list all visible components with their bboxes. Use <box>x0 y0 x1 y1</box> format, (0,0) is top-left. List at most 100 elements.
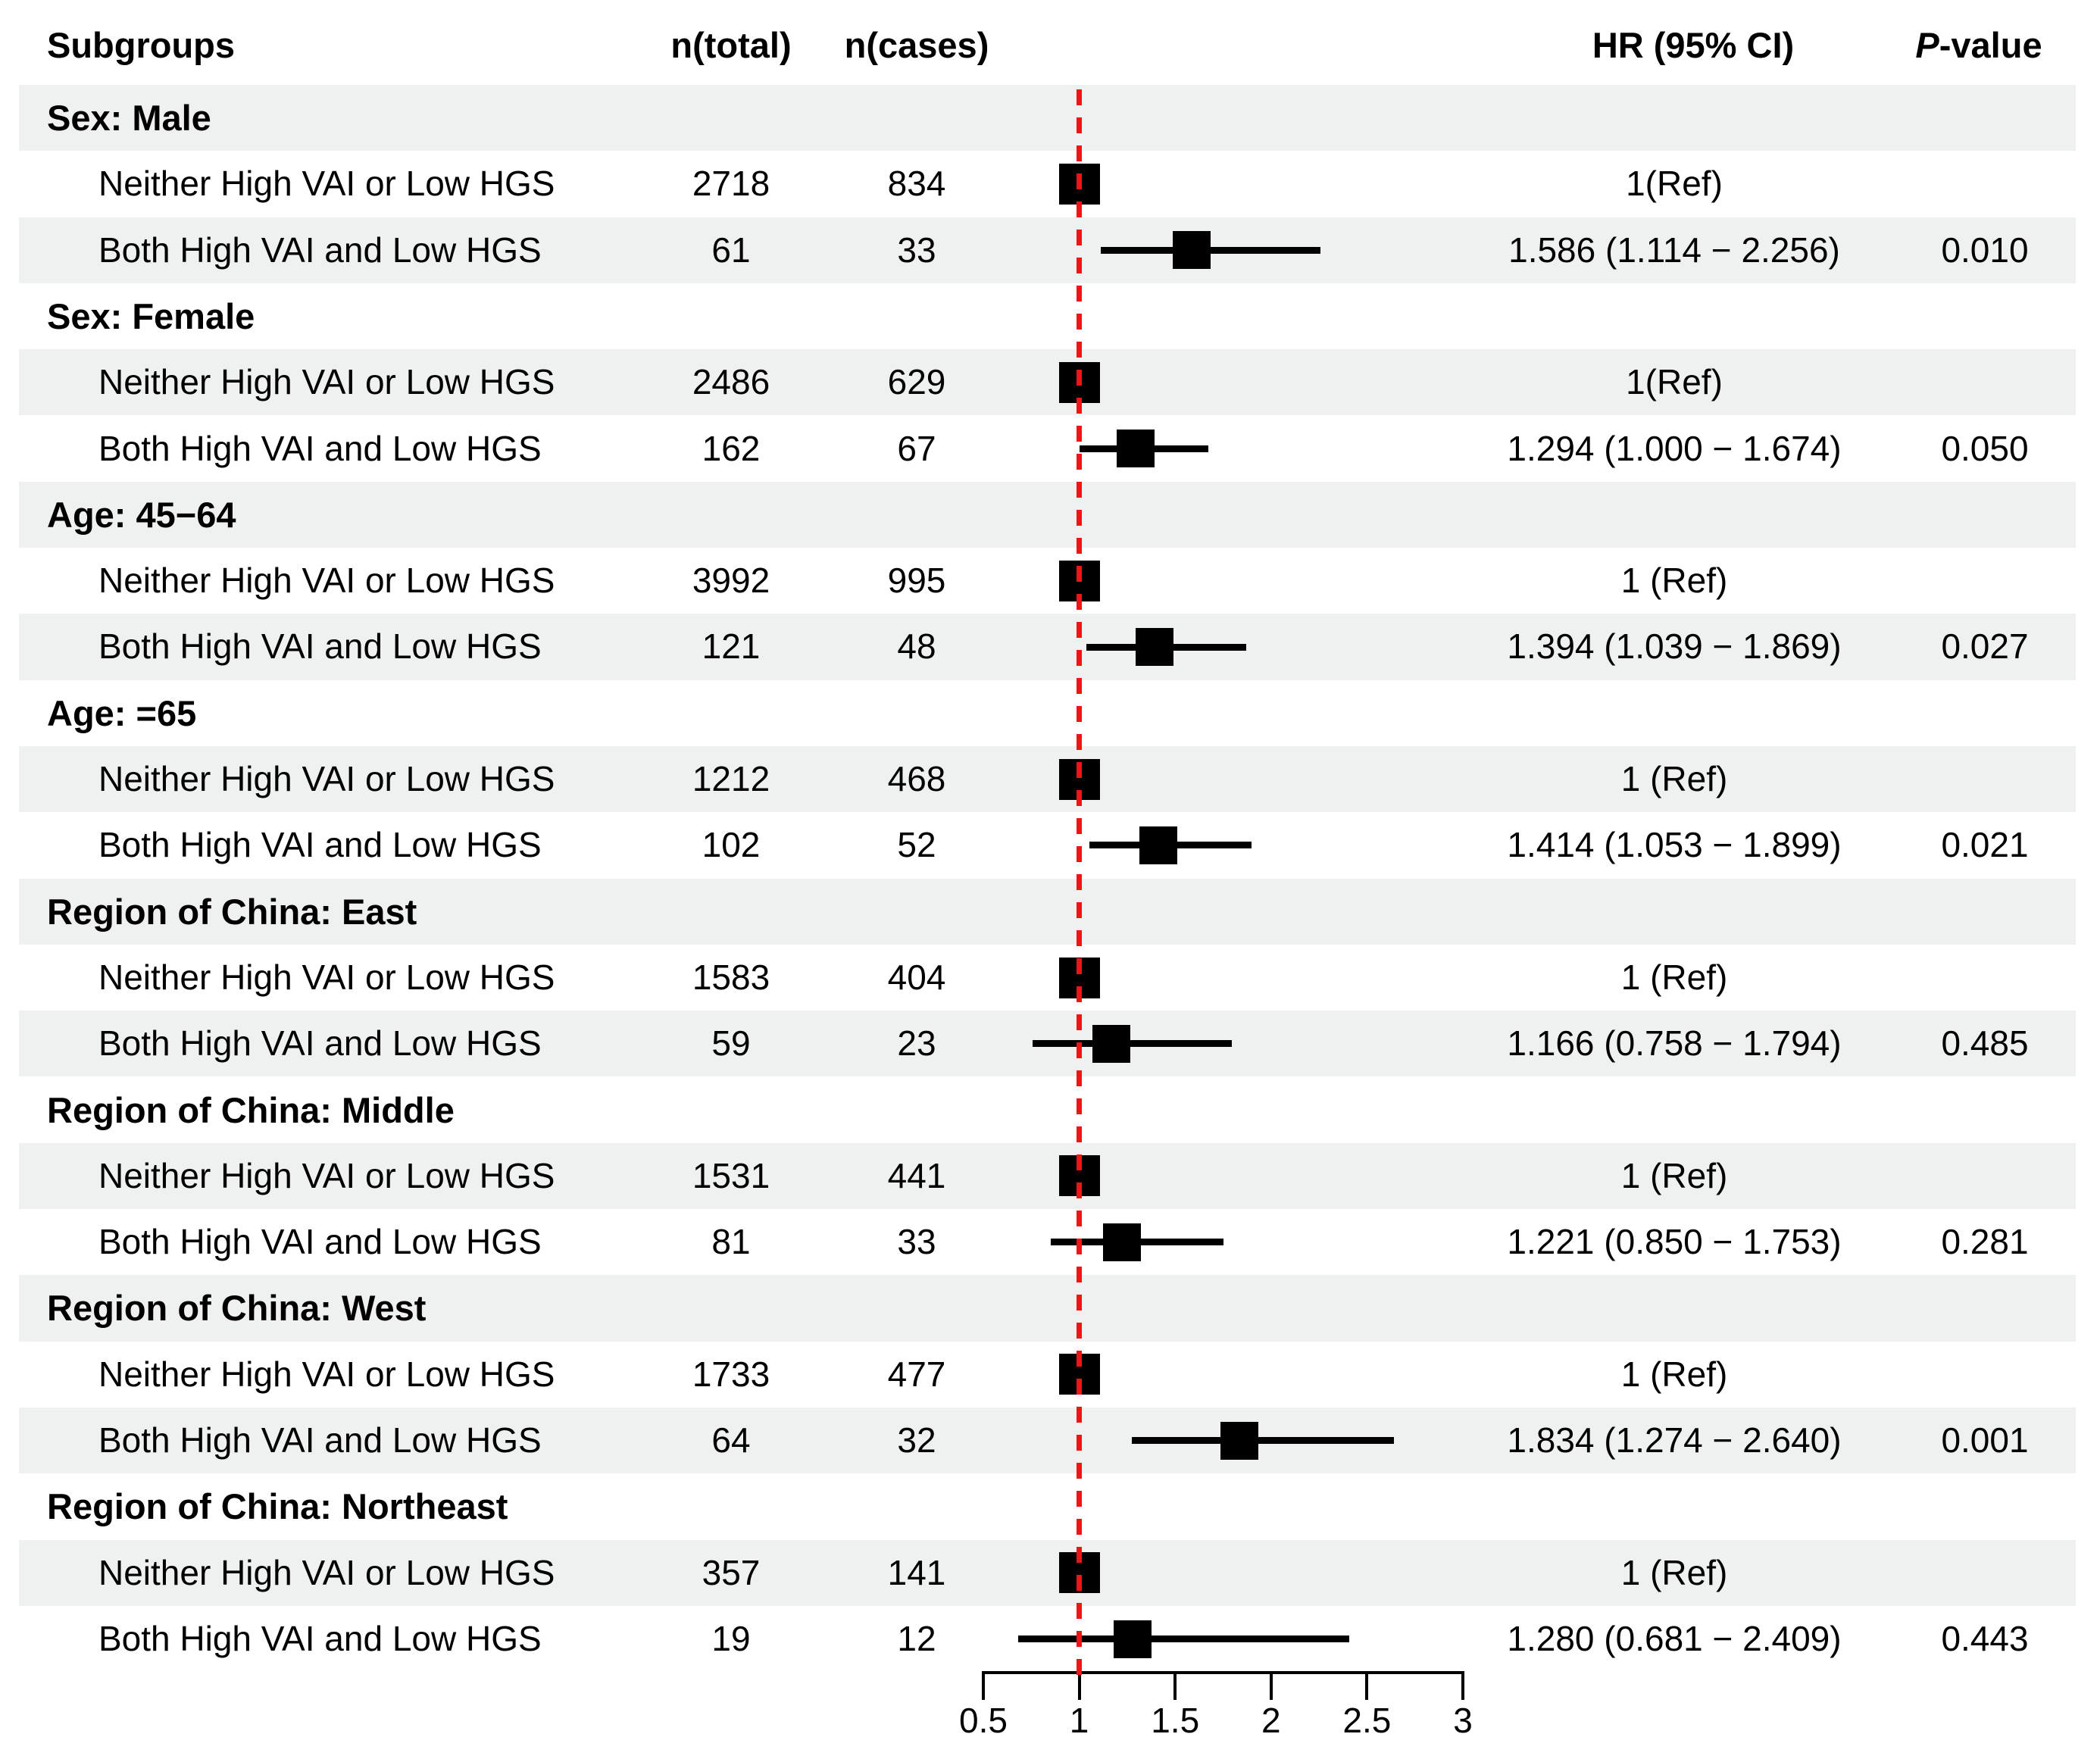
table-row: Neither High VAI or Low HGS 3992 995 1 (… <box>0 548 2100 614</box>
row-label: Both High VAI and Low HGS <box>98 428 542 468</box>
hr-marker-square <box>1136 628 1174 667</box>
row-band <box>19 217 2076 283</box>
row-band <box>19 614 2076 680</box>
row-band <box>19 878 2076 945</box>
row-label: Both High VAI and Low HGS <box>98 1420 542 1460</box>
row-label: Sex: Male <box>47 98 211 138</box>
table-row: Neither High VAI or Low HGS 2718 834 1(R… <box>0 151 2100 217</box>
table-row: Region of China: Northeast <box>0 1473 2100 1539</box>
row-label: Sex: Female <box>47 295 255 336</box>
ci-whisker <box>1033 1040 1232 1048</box>
x-axis-line <box>983 1671 1463 1674</box>
row-band <box>19 481 2076 548</box>
table-row: Both High VAI and Low HGS 81 33 1.221 (0… <box>0 1209 2100 1275</box>
x-axis-tick <box>1173 1671 1177 1700</box>
p-value-text: 0.027 <box>1941 626 2029 667</box>
hr-marker-square <box>1220 1421 1258 1460</box>
table-row: Neither High VAI or Low HGS 1733 477 1 (… <box>0 1342 2100 1407</box>
p-value-rest: -value <box>1939 25 2042 65</box>
n-total-value: 2718 <box>692 164 770 204</box>
row-band <box>19 1275 2076 1342</box>
x-axis-tick <box>982 1671 985 1700</box>
row-label: Both High VAI and Low HGS <box>98 626 542 667</box>
n-cases-value: 834 <box>887 164 946 204</box>
hr-ci-text: 1 (Ref) <box>1620 1155 1728 1195</box>
row-band <box>19 349 2076 416</box>
table-row: Both High VAI and Low HGS 61 33 1.586 (1… <box>0 217 2100 283</box>
p-value-text: 0.050 <box>1941 428 2029 468</box>
row-label: Region of China: Middle <box>47 1089 455 1130</box>
n-cases-value: 629 <box>887 362 946 402</box>
hr-ci-text: 1 (Ref) <box>1620 957 1728 997</box>
table-row: Both High VAI and Low HGS 64 32 1.834 (1… <box>0 1407 2100 1474</box>
x-axis-tick-label: 2 <box>1261 1701 1281 1740</box>
n-total-value: 64 <box>711 1420 751 1460</box>
table-row: Neither High VAI or Low HGS 357 141 1 (R… <box>0 1539 2100 1606</box>
row-label: Neither High VAI or Low HGS <box>98 1552 555 1592</box>
hr-marker-square <box>1117 430 1155 468</box>
row-label: Both High VAI and Low HGS <box>98 230 542 270</box>
row-label: Age: =65 <box>47 692 197 733</box>
table-row: Sex: Female <box>0 283 2100 349</box>
p-value-text: 0.021 <box>1941 825 2029 865</box>
column-header-n-total: n(total) <box>670 25 792 65</box>
table-row: Age: =65 <box>0 680 2100 746</box>
n-total-value: 3992 <box>692 561 770 601</box>
p-value-text: 0.281 <box>1941 1222 2029 1262</box>
table-row: Neither High VAI or Low HGS 1583 404 1 (… <box>0 945 2100 1011</box>
n-cases-value: 477 <box>887 1354 946 1394</box>
hr-ci-text: 1.294 (1.000 − 1.674) <box>1507 428 1842 468</box>
p-value-text: 0.010 <box>1941 230 2029 270</box>
n-cases-value: 33 <box>897 230 936 270</box>
n-total-value: 81 <box>711 1222 751 1262</box>
p-value-text: 0.001 <box>1941 1420 2029 1460</box>
row-label: Both High VAI and Low HGS <box>98 825 542 865</box>
n-total-value: 1733 <box>692 1354 770 1394</box>
hr-ci-text: 1.280 (0.681 − 2.409) <box>1507 1618 1842 1658</box>
n-total-value: 59 <box>711 1023 751 1064</box>
row-label: Region of China: East <box>47 891 417 932</box>
hr-ci-text: 1.586 (1.114 − 2.256) <box>1508 230 1840 270</box>
row-label: Neither High VAI or Low HGS <box>98 1155 555 1195</box>
table-row: Both High VAI and Low HGS 59 23 1.166 (0… <box>0 1011 2100 1077</box>
row-label: Neither High VAI or Low HGS <box>98 1354 555 1394</box>
row-band <box>19 680 2076 746</box>
x-axis-tick-label: 2.5 <box>1342 1701 1392 1740</box>
hr-ci-text: 1 (Ref) <box>1620 1552 1728 1592</box>
x-axis-tick-label: 0.5 <box>959 1701 1008 1740</box>
n-cases-value: 995 <box>887 561 946 601</box>
table-row: Region of China: West <box>0 1275 2100 1342</box>
hr-ci-text: 1 (Ref) <box>1620 1354 1728 1394</box>
n-cases-value: 23 <box>897 1023 936 1064</box>
row-band <box>19 1539 2076 1606</box>
p-value-text: 0.485 <box>1941 1023 2029 1064</box>
row-label: Neither High VAI or Low HGS <box>98 164 555 204</box>
table-row: Region of China: East <box>0 878 2100 945</box>
column-header-n-cases: n(cases) <box>844 25 989 65</box>
n-total-value: 357 <box>702 1552 761 1592</box>
row-band <box>19 1142 2076 1210</box>
n-total-value: 162 <box>702 428 761 468</box>
n-total-value: 102 <box>702 825 761 865</box>
n-cases-value: 33 <box>897 1222 936 1262</box>
row-band <box>19 85 2076 152</box>
row-label: Both High VAI and Low HGS <box>98 1023 542 1064</box>
column-header-p-value: P-value <box>1873 9 2085 82</box>
table-row: Neither High VAI or Low HGS 1212 468 1 (… <box>0 746 2100 813</box>
n-total-value: 1583 <box>692 957 770 997</box>
n-cases-value: 67 <box>897 428 936 468</box>
hr-ci-text: 1.221 (0.850 − 1.753) <box>1507 1222 1842 1262</box>
table-row: Both High VAI and Low HGS 19 12 1.280 (0… <box>0 1606 2100 1672</box>
table-row: Region of China: Middle <box>0 1077 2100 1143</box>
row-label: Neither High VAI or Low HGS <box>98 759 555 798</box>
x-axis-tick <box>1269 1671 1273 1700</box>
table-row: Neither High VAI or Low HGS 1531 441 1 (… <box>0 1142 2100 1210</box>
row-label: Region of China: Northeast <box>47 1486 508 1527</box>
table-row: Both High VAI and Low HGS 121 48 1.394 (… <box>0 614 2100 680</box>
hr-ci-text: 1.166 (0.758 − 1.794) <box>1507 1023 1842 1064</box>
ci-whisker <box>1101 246 1320 254</box>
hr-marker-square <box>1102 1223 1141 1261</box>
x-axis-tick-label: 3 <box>1453 1701 1473 1740</box>
n-total-value: 1531 <box>692 1155 770 1195</box>
n-total-value: 19 <box>711 1618 751 1658</box>
